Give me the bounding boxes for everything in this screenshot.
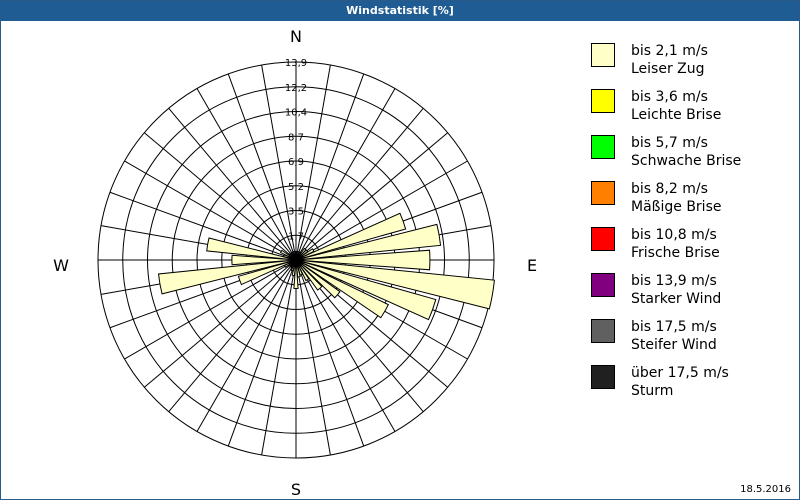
grid-spoke bbox=[124, 259, 297, 360]
ring-label: 12,2 bbox=[285, 83, 307, 94]
grid-spoke bbox=[295, 88, 396, 261]
grid-spoke bbox=[227, 259, 297, 447]
wind-bar bbox=[237, 259, 297, 286]
direction-north-label: N bbox=[290, 27, 302, 46]
legend-description-label: Frische Brise bbox=[631, 245, 720, 261]
wind-bar bbox=[295, 259, 390, 319]
date-label: 18.5.2016 bbox=[740, 484, 791, 495]
legend-item: über 17,5 m/s Sturm bbox=[591, 365, 791, 409]
legend-item: bis 3,6 m/s Leichte Brise bbox=[591, 89, 791, 133]
wind-bar bbox=[295, 259, 495, 310]
grid-spoke bbox=[227, 73, 297, 261]
ring-label: 10,4 bbox=[285, 108, 307, 119]
legend-description-label: Mäßige Brise bbox=[631, 199, 722, 215]
grid-spoke bbox=[295, 108, 424, 261]
grid-spoke bbox=[295, 259, 365, 447]
legend-speed-label: bis 17,5 m/s bbox=[631, 319, 717, 335]
legend-speed-label: bis 2,1 m/s bbox=[631, 43, 708, 59]
legend-description-label: Steifer Wind bbox=[631, 337, 717, 353]
grid-spoke bbox=[168, 259, 297, 412]
wind-bar bbox=[206, 237, 297, 261]
ring-label: 5,2 bbox=[288, 182, 304, 193]
legend-speed-label: bis 5,7 m/s bbox=[631, 135, 708, 151]
legend-item: bis 10,8 m/s Frische Brise bbox=[591, 227, 791, 271]
grid-spoke bbox=[295, 259, 331, 456]
grid-spoke bbox=[295, 259, 396, 432]
legend-speed-label: bis 3,6 m/s bbox=[631, 89, 708, 105]
wind-bar bbox=[295, 212, 407, 261]
legend-speed-label: bis 8,2 m/s bbox=[631, 181, 708, 197]
grid-spoke bbox=[261, 64, 297, 261]
grid-spoke bbox=[261, 259, 297, 456]
direction-south-label: S bbox=[291, 480, 301, 499]
legend-description-label: Leichte Brise bbox=[631, 107, 722, 123]
legend-item: bis 17,5 m/s Steifer Wind bbox=[591, 319, 791, 363]
legend-speed-label: bis 10,8 m/s bbox=[631, 227, 717, 243]
wind-bar bbox=[295, 259, 341, 299]
wind-bar bbox=[295, 249, 431, 271]
legend-swatch bbox=[591, 135, 615, 159]
wind-bar bbox=[295, 259, 323, 291]
legend-speed-label: bis 13,9 m/s bbox=[631, 273, 717, 289]
legend-item: bis 8,2 m/s Mäßige Brise bbox=[591, 181, 791, 225]
grid-spoke bbox=[144, 132, 297, 261]
legend-swatch bbox=[591, 227, 615, 251]
chart-title: Windstatistik [%] bbox=[1, 1, 799, 21]
grid-spoke bbox=[295, 64, 331, 261]
grid-spoke bbox=[109, 191, 297, 261]
direction-east-label: E bbox=[527, 256, 537, 275]
legend-item: bis 2,1 m/s Leiser Zug bbox=[591, 43, 791, 87]
wind-bar bbox=[295, 248, 315, 261]
legend-swatch bbox=[591, 43, 615, 67]
legend-description-label: Sturm bbox=[631, 383, 674, 399]
grid-spoke bbox=[168, 108, 297, 261]
grid-spoke bbox=[295, 73, 365, 261]
grid-spoke bbox=[295, 160, 468, 261]
legend-item: bis 5,7 m/s Schwache Brise bbox=[591, 135, 791, 179]
wind-bar bbox=[295, 259, 437, 321]
legend-swatch bbox=[591, 89, 615, 113]
ring-label: 6,9 bbox=[288, 157, 304, 168]
legend-description-label: Starker Wind bbox=[631, 291, 722, 307]
legend-swatch bbox=[591, 181, 615, 205]
ring-label: 8,7 bbox=[288, 132, 304, 143]
legend-swatch bbox=[591, 319, 615, 343]
direction-west-label: W bbox=[53, 256, 69, 275]
ring-label: 3,5 bbox=[288, 207, 304, 218]
wind-bar bbox=[157, 259, 297, 295]
grid-spoke bbox=[295, 132, 448, 261]
legend-swatch bbox=[591, 365, 615, 389]
wind-bar bbox=[295, 259, 310, 282]
wind-bars bbox=[157, 212, 495, 321]
wind-bar bbox=[231, 254, 297, 266]
grid-spoke bbox=[196, 88, 297, 261]
legend-swatch bbox=[591, 273, 615, 297]
grid-spoke bbox=[196, 259, 297, 432]
legend-description-label: Schwache Brise bbox=[631, 153, 742, 169]
grid-spoke bbox=[124, 160, 297, 261]
ring-label: 13,9 bbox=[285, 58, 307, 69]
grid-spoke bbox=[144, 259, 297, 388]
center-hub bbox=[292, 256, 300, 264]
legend-description-label: Leiser Zug bbox=[631, 61, 705, 77]
legend-speed-label: über 17,5 m/s bbox=[631, 365, 729, 381]
ring-labels: 1,7 3,5 5,2 6,9 8,7 10,4 12,2 13,9 bbox=[285, 58, 307, 242]
wind-bar bbox=[295, 223, 442, 261]
legend-item: bis 13,9 m/s Starker Wind bbox=[591, 273, 791, 317]
wind-bar bbox=[293, 259, 299, 289]
ring-label: 1,7 bbox=[288, 231, 304, 242]
